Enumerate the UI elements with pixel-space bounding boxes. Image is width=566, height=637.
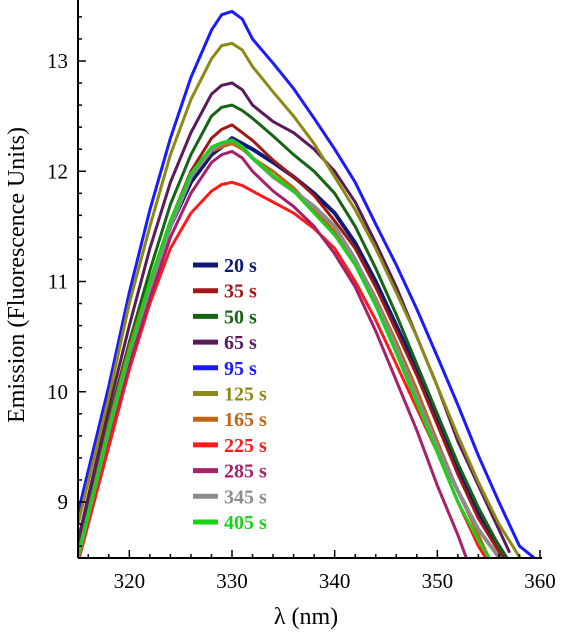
series-line-405-s xyxy=(78,138,491,558)
legend-label-125-s: 125 s xyxy=(224,384,267,406)
series-line-95-s xyxy=(78,9,537,558)
legend-label-165-s: 165 s xyxy=(224,409,267,431)
series-line-20-s xyxy=(78,136,509,558)
y-tick-label: 13 xyxy=(47,49,68,73)
legend-label-285-s: 285 s xyxy=(224,461,267,483)
series-line-225-s xyxy=(78,180,488,558)
legend-label-345-s: 345 s xyxy=(224,486,267,508)
legend-label-65-s: 65 s xyxy=(224,332,257,354)
series-line-165-s xyxy=(78,142,491,558)
legend: 20 s 35 s 50 s 65 s 95 s 125 s 165 s 225 s 285 s… xyxy=(193,255,267,534)
series-line-285-s xyxy=(78,149,468,558)
legend-label-405-s: 405 s xyxy=(224,512,267,534)
y-tick-label: 11 xyxy=(48,270,68,294)
y-tick-label: 10 xyxy=(47,380,68,404)
legend-label-20-s: 20 s xyxy=(224,255,257,277)
x-tick-label: 350 xyxy=(422,569,454,593)
legend-label-35-s: 35 s xyxy=(224,281,257,303)
series-layer xyxy=(78,9,537,558)
legend-label-225-s: 225 s xyxy=(224,435,267,457)
y-axis-title: Emission (Fluorescence Units) xyxy=(4,127,30,423)
y-tick-label: 12 xyxy=(47,159,68,183)
series-line-50-s xyxy=(78,103,509,558)
x-tick-label: 320 xyxy=(114,569,146,593)
axes-layer: 9 10 11 12 13 320 330 340 350 360 xyxy=(47,0,556,593)
x-tick-label: 360 xyxy=(524,569,556,593)
y-tick-label: 9 xyxy=(58,490,69,514)
x-tick-label: 340 xyxy=(319,569,351,593)
legend-label-50-s: 50 s xyxy=(224,306,257,328)
series-line-125-s xyxy=(78,41,523,558)
x-axis-title: λ (nm) xyxy=(274,604,338,630)
legend-label-95-s: 95 s xyxy=(224,358,257,380)
x-tick-label: 330 xyxy=(216,569,248,593)
